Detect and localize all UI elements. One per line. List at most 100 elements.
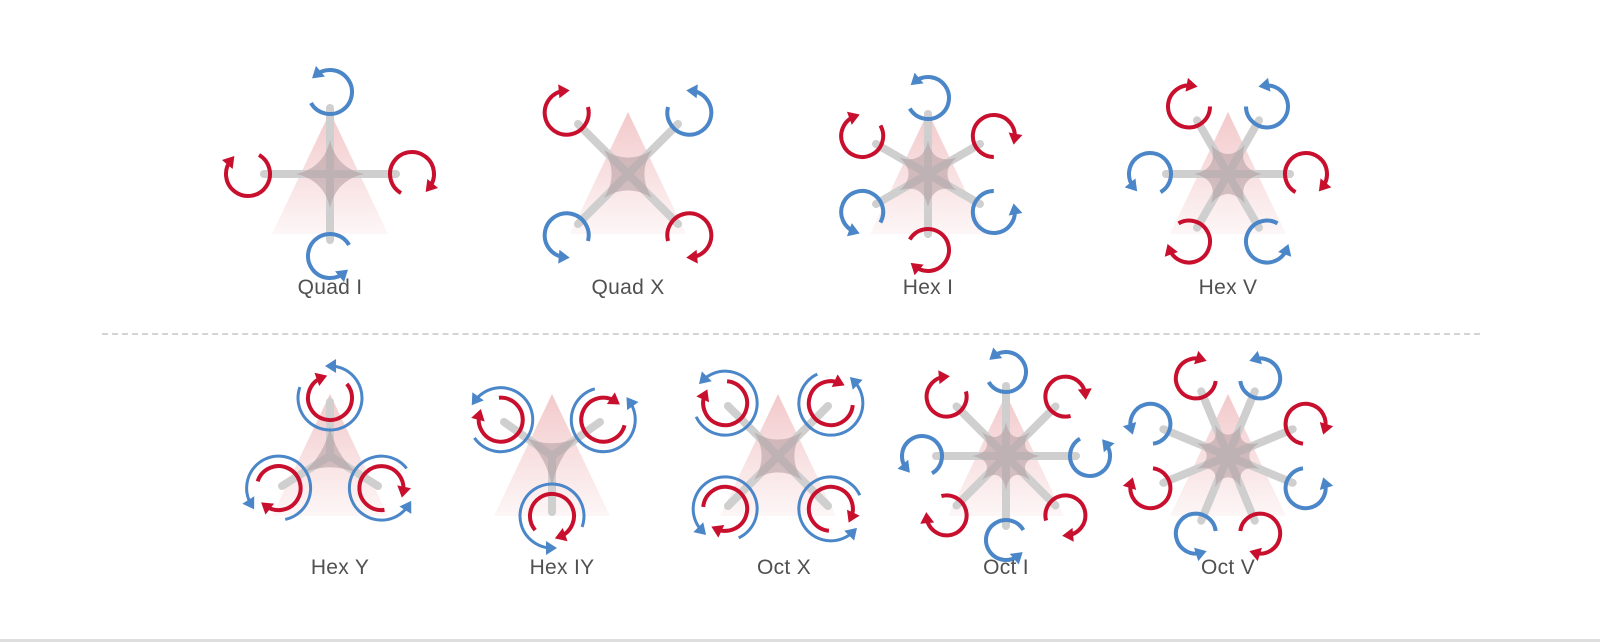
ccw-rotation-arrow: [296, 364, 364, 432]
cw-rotation-arrow-head: [846, 111, 860, 125]
ccw-rotation-arrow: [665, 88, 714, 137]
cw-rotation-arrow-head: [397, 485, 412, 498]
ccw-rotation-arrow: [1244, 218, 1289, 265]
oct-i-label: Oct I: [983, 556, 1029, 579]
bottom-border: [0, 639, 1600, 642]
cw-rotation-arrow: [924, 493, 969, 538]
ccw-rotation-arrow: [473, 386, 535, 454]
frame-body: [1196, 424, 1260, 488]
ccw-rotation-arrow-head: [849, 377, 863, 390]
quad-i-label: Quad I: [297, 276, 363, 299]
cw-rotation-arrow: [1128, 466, 1173, 511]
cw-rotation-arrow: [1238, 511, 1283, 556]
hex-iy-label: Hex IY: [529, 556, 595, 579]
ccw-rotation-arrow-head: [399, 500, 412, 514]
cw-rotation-arrow-head: [471, 409, 485, 422]
cw-rotation-arrow-head: [1164, 244, 1178, 257]
hex-i-label: Hex I: [902, 276, 954, 299]
ccw-rotation-arrow: [542, 211, 591, 260]
quad-x-label: Quad X: [591, 276, 665, 299]
cw-rotation-arrow-head: [1318, 178, 1332, 192]
cw-rotation-arrow-head: [554, 528, 568, 542]
ccw-rotation-arrow: [1173, 511, 1218, 556]
frame-body: [972, 422, 1040, 490]
ccw-rotation-arrow-head: [910, 72, 924, 86]
ccw-rotation-arrow-head: [558, 249, 570, 264]
hex-iy-frame-diagram: [471, 386, 639, 555]
hex-y-frame-diagram: [242, 359, 412, 522]
ccw-rotation-arrow-head: [1194, 547, 1207, 562]
cw-rotation-arrow-head: [1008, 132, 1023, 145]
cw-rotation-arrow-head: [314, 372, 328, 386]
cw-rotation-arrow-head: [920, 512, 935, 524]
ccw-rotation-arrow: [347, 454, 410, 522]
cw-rotation-arrow-head: [606, 392, 620, 405]
ccw-rotation-arrow-head: [699, 371, 712, 385]
ccw-rotation-arrow-head: [546, 541, 557, 555]
ccw-rotation-arrow: [1283, 466, 1328, 511]
hex-i-frame-diagram: [839, 72, 1023, 276]
cw-rotation-arrow-head: [1062, 527, 1074, 542]
hex-y-label: Hex Y: [310, 556, 370, 579]
cw-rotation-arrow: [476, 395, 525, 444]
ccw-rotation-arrow-head: [1009, 552, 1023, 565]
cw-rotation-arrow: [1043, 374, 1088, 419]
ccw-rotation-arrow: [900, 434, 944, 476]
ccw-rotation-arrow-head: [1124, 178, 1138, 192]
ccw-rotation-arrow-head: [242, 496, 255, 510]
frame-body: [296, 140, 364, 208]
ccw-rotation-arrow: [309, 68, 354, 116]
cw-rotation-arrow-head: [1194, 350, 1207, 365]
cw-rotation-arrow: [1173, 356, 1218, 401]
ccw-rotation-arrow: [1244, 83, 1290, 130]
ccw-rotation-arrow-head: [1008, 203, 1023, 216]
cw-rotation-arrow: [528, 492, 576, 539]
cw-rotation-arrow: [839, 114, 886, 159]
ccw-rotation-arrow-head: [325, 359, 336, 373]
ccw-rotation-arrow: [306, 232, 351, 280]
cw-rotation-arrow: [701, 484, 750, 533]
cw-rotation-arrow-head: [558, 84, 570, 99]
cw-rotation-arrow-head: [696, 389, 710, 403]
cw-rotation-arrow: [1283, 151, 1329, 194]
row-divider: [102, 333, 1480, 335]
ccw-rotation-arrow-head: [1258, 77, 1271, 92]
oct-i-frame-diagram: [897, 347, 1115, 565]
ccw-rotation-arrow-head: [1249, 350, 1262, 365]
ccw-rotation-arrow-head: [1278, 244, 1292, 257]
quad-x-frame-diagram: [542, 84, 714, 264]
ccw-rotation-arrow: [1068, 436, 1112, 478]
ccw-rotation-arrow: [797, 372, 865, 437]
cw-rotation-arrow: [306, 375, 354, 422]
ccw-rotation-arrow-head: [844, 527, 857, 541]
ccw-rotation-arrow-head: [693, 522, 707, 535]
ccw-rotation-arrow: [569, 387, 637, 454]
ccw-rotation-arrow-head: [1319, 477, 1334, 490]
ccw-rotation-arrow: [908, 75, 951, 121]
ccw-rotation-arrow: [986, 350, 1028, 394]
frame-body: [1194, 144, 1262, 204]
cw-rotation-arrow-head: [686, 249, 698, 264]
hex-v-label: Hex V: [1198, 276, 1258, 299]
quad-i-frame-diagram: [221, 65, 439, 283]
ccw-rotation-arrow: [970, 189, 1017, 235]
cw-rotation-arrow: [701, 379, 750, 428]
ccw-rotation-arrow: [518, 482, 586, 550]
frame-body: [303, 426, 357, 473]
ccw-rotation-arrow: [694, 369, 759, 437]
cw-rotation-arrow: [542, 88, 591, 137]
cw-rotation-arrow: [579, 395, 627, 444]
cw-rotation-arrow: [1166, 83, 1212, 130]
cw-rotation-arrow: [388, 150, 436, 195]
cw-rotation-arrow: [1043, 493, 1088, 538]
ccw-rotation-arrow: [691, 475, 759, 540]
ccw-rotation-arrow: [1238, 356, 1283, 401]
cw-rotation-arrow: [908, 227, 951, 273]
cw-rotation-arrow-head: [846, 509, 860, 523]
cw-rotation-arrow-head: [1077, 388, 1092, 400]
ccw-rotation-arrow-head: [686, 84, 698, 99]
ccw-rotation-arrow: [839, 189, 886, 234]
oct-x-frame-diagram: [691, 369, 865, 543]
ccw-rotation-arrow: [797, 475, 862, 543]
